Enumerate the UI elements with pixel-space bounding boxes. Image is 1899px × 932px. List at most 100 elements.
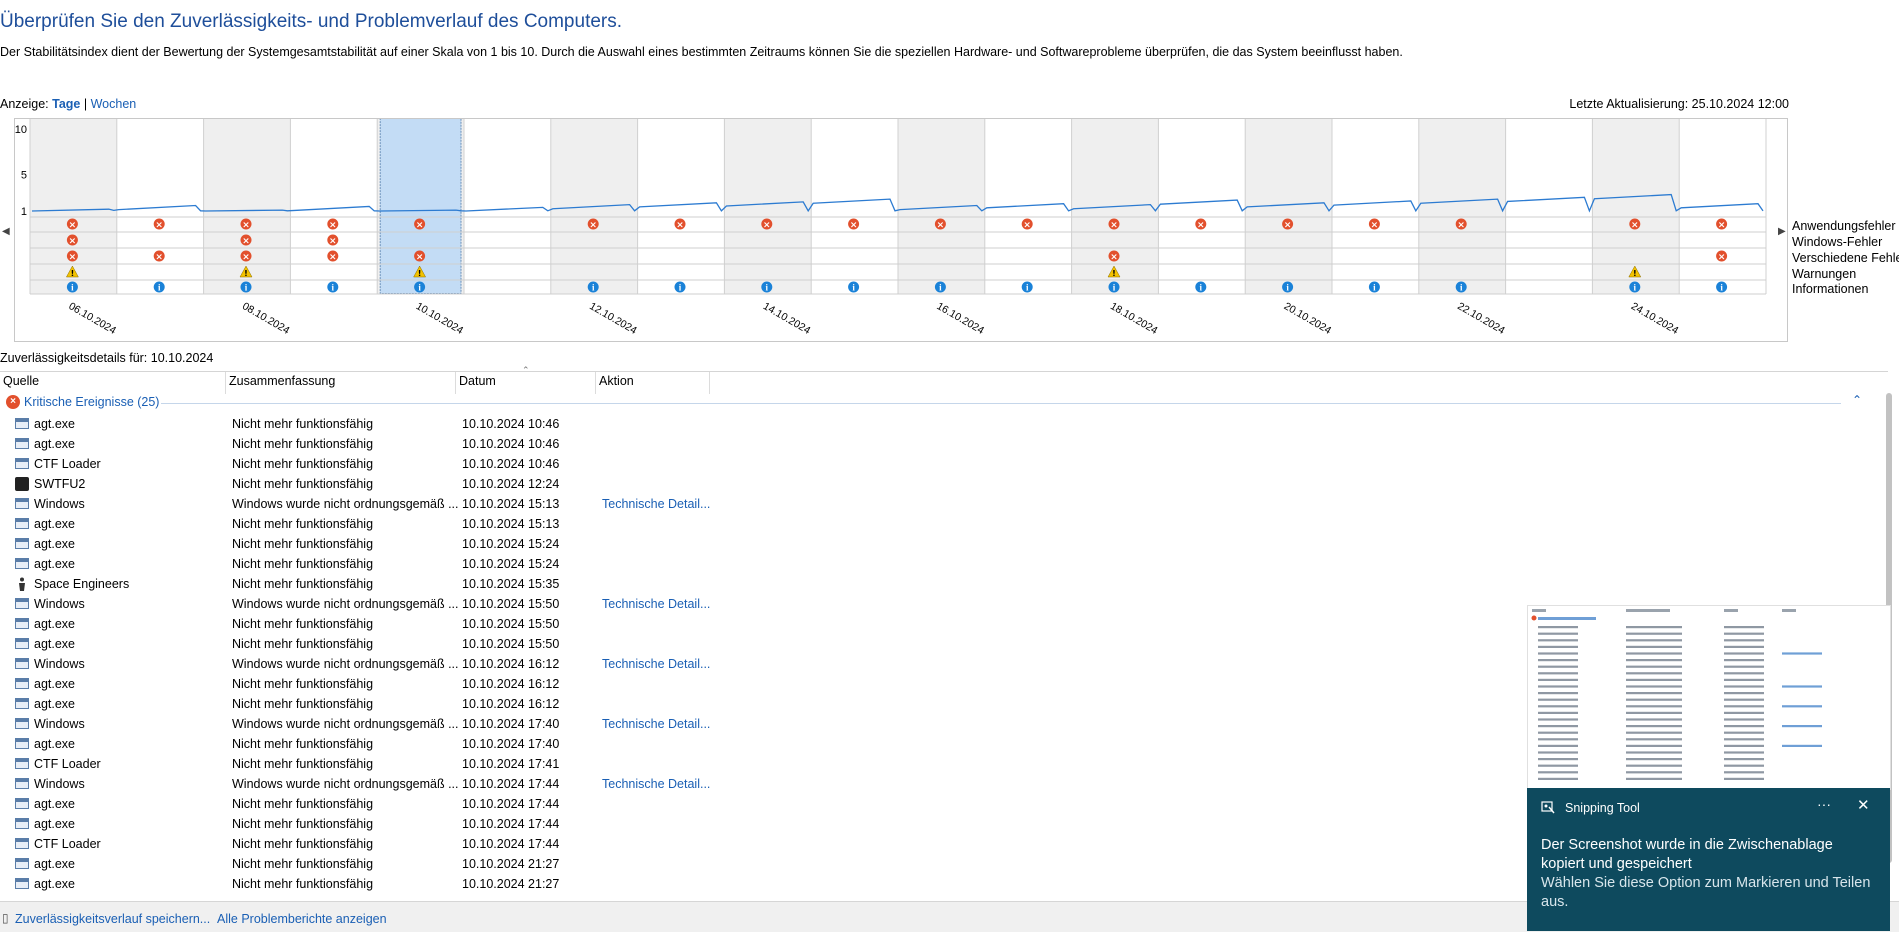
table-row[interactable]: agt.exe Nicht mehr funktionsfähig 10.10.20… [0, 414, 760, 434]
table-row[interactable]: Windows Windows wurde nicht ordnungsgemäß… [0, 714, 760, 734]
info-icon[interactable] [66, 281, 78, 293]
column-header-summary[interactable]: Zusammenfassung [226, 372, 456, 394]
error-icon[interactable] [1716, 218, 1728, 230]
technical-details-link[interactable]: Technische Detail... [602, 597, 711, 611]
scroll-left-icon[interactable]: ◀ [2, 226, 10, 237]
table-row[interactable]: agt.exe Nicht mehr funktionsfähig 10.10.20… [0, 794, 760, 814]
table-row[interactable]: agt.exe Nicht mehr funktionsfähig 10.10.20… [0, 514, 760, 534]
table-row[interactable]: agt.exe Nicht mehr funktionsfähig 10.10.20… [0, 554, 760, 574]
table-row[interactable]: CTF Loader Nicht mehr funktionsfähig 10.10… [0, 454, 760, 474]
selected-day-column[interactable] [379, 118, 462, 294]
warning-icon[interactable] [1107, 265, 1121, 278]
table-row[interactable]: CTF Loader Nicht mehr funktionsfähig 10.10… [0, 754, 760, 774]
warning-icon[interactable] [65, 265, 79, 278]
warning-icon[interactable] [239, 265, 253, 278]
technical-details-link[interactable]: Technische Detail... [602, 717, 711, 731]
table-row[interactable]: agt.exe Nicht mehr funktionsfähig 10.10.20… [0, 814, 760, 834]
error-icon[interactable] [761, 218, 773, 230]
info-icon[interactable] [674, 281, 686, 293]
error-icon[interactable] [414, 250, 426, 262]
error-icon[interactable] [1368, 218, 1380, 230]
error-icon[interactable] [240, 218, 252, 230]
cell-source: agt.exe [34, 437, 76, 451]
error-icon[interactable] [66, 234, 78, 246]
table-row[interactable]: CTF Loader Nicht mehr funktionsfähig 10.10… [0, 834, 760, 854]
collapse-up-icon[interactable]: ⌃ [1851, 393, 1862, 407]
info-icon[interactable] [1629, 281, 1641, 293]
info-icon[interactable] [934, 281, 946, 293]
warning-icon[interactable] [1628, 265, 1642, 278]
column-header-source[interactable]: Quelle [0, 372, 226, 394]
error-icon[interactable] [848, 218, 860, 230]
error-icon[interactable] [327, 218, 339, 230]
technical-details-link[interactable]: Technische Detail... [602, 777, 711, 791]
group-critical-events[interactable]: × Kritische Ereignisse (25) ⌃ [6, 393, 1876, 413]
info-icon[interactable] [1455, 281, 1467, 293]
table-row[interactable]: agt.exe Nicht mehr funktionsfähig 10.10.20… [0, 694, 760, 714]
error-icon[interactable] [934, 218, 946, 230]
info-icon[interactable] [153, 281, 165, 293]
table-row[interactable]: agt.exe Nicht mehr funktionsfähig 10.10.20… [0, 734, 760, 754]
more-options-icon[interactable]: ··· [1817, 796, 1831, 812]
error-icon[interactable] [153, 250, 165, 262]
info-icon[interactable] [1282, 281, 1294, 293]
info-icon[interactable] [327, 281, 339, 293]
error-icon[interactable] [1108, 250, 1120, 262]
info-icon[interactable] [761, 281, 773, 293]
table-row[interactable]: Windows Windows wurde nicht ordnungsgemäß… [0, 654, 760, 674]
info-icon[interactable] [414, 281, 426, 293]
table-row[interactable]: agt.exe Nicht mehr funktionsfähig 10.10.20… [0, 634, 760, 654]
technical-details-link[interactable]: Technische Detail... [602, 497, 711, 511]
screenshot-thumbnail[interactable] [1527, 605, 1891, 790]
error-icon[interactable] [414, 218, 426, 230]
technical-details-link[interactable]: Technische Detail... [602, 657, 711, 671]
error-icon[interactable] [1021, 218, 1033, 230]
save-history-link[interactable]: Zuverlässigkeitsverlauf speichern... [15, 912, 211, 926]
table-row[interactable]: agt.exe Nicht mehr funktionsfähig 10.10.20… [0, 534, 760, 554]
all-reports-link[interactable]: Alle Problemberichte anzeigen [217, 912, 387, 926]
table-row[interactable]: Space Engineers Nicht mehr funktionsfähig… [0, 574, 760, 594]
column-header-action[interactable]: Aktion [596, 372, 710, 394]
error-icon[interactable] [66, 250, 78, 262]
close-icon[interactable]: ✕ [1857, 797, 1870, 814]
error-icon[interactable] [327, 250, 339, 262]
error-icon[interactable] [153, 218, 165, 230]
error-icon[interactable] [1282, 218, 1294, 230]
info-icon[interactable] [848, 281, 860, 293]
tab-weeks[interactable]: Wochen [90, 97, 137, 111]
error-icon[interactable] [240, 234, 252, 246]
error-icon[interactable] [674, 218, 686, 230]
table-row[interactable]: SWTFU2 Nicht mehr funktionsfähig 10.10.202… [0, 474, 760, 494]
scroll-right-icon[interactable]: ▶ [1778, 226, 1786, 237]
info-icon[interactable] [240, 281, 252, 293]
info-icon[interactable] [1021, 281, 1033, 293]
error-icon[interactable] [1108, 218, 1120, 230]
y-tick-label: 10 [15, 124, 27, 136]
table-row[interactable]: Windows Windows wurde nicht ordnungsgemäß… [0, 494, 760, 514]
column-header-date[interactable]: Datum [456, 372, 596, 394]
error-icon[interactable] [1195, 218, 1207, 230]
error-icon[interactable] [1455, 218, 1467, 230]
table-row[interactable]: Windows Windows wurde nicht ordnungsgemäß… [0, 594, 760, 614]
stability-chart[interactable]: 10 5 1 × × × × × × × × × × × × × × × × × × × × × × × × × × × ×!!!! ! i i i… [0, 118, 1790, 343]
table-row[interactable]: agt.exe Nicht mehr funktionsfähig 10.10.20… [0, 434, 760, 454]
info-icon[interactable] [1195, 281, 1207, 293]
error-icon[interactable] [240, 250, 252, 262]
tab-days[interactable]: Tage [52, 97, 81, 111]
table-row[interactable]: agt.exe Nicht mehr funktionsfähig 10.10.20… [0, 874, 760, 894]
info-icon[interactable] [587, 281, 599, 293]
error-icon[interactable] [327, 234, 339, 246]
error-icon[interactable] [587, 218, 599, 230]
error-icon[interactable] [1716, 250, 1728, 262]
table-row[interactable]: agt.exe Nicht mehr funktionsfähig 10.10.20… [0, 674, 760, 694]
table-row[interactable]: agt.exe Nicht mehr funktionsfähig 10.10.20… [0, 614, 760, 634]
table-row[interactable]: Windows Windows wurde nicht ordnungsgemäß… [0, 774, 760, 794]
warning-icon[interactable] [413, 265, 427, 278]
info-icon[interactable] [1108, 281, 1120, 293]
snipping-tool-notification[interactable]: Snipping Tool ··· ✕ Der Screenshot wurde… [1527, 788, 1890, 931]
info-icon[interactable] [1716, 281, 1728, 293]
info-icon[interactable] [1368, 281, 1380, 293]
error-icon[interactable] [1629, 218, 1641, 230]
error-icon[interactable] [66, 218, 78, 230]
table-row[interactable]: agt.exe Nicht mehr funktionsfähig 10.10.20… [0, 854, 760, 874]
